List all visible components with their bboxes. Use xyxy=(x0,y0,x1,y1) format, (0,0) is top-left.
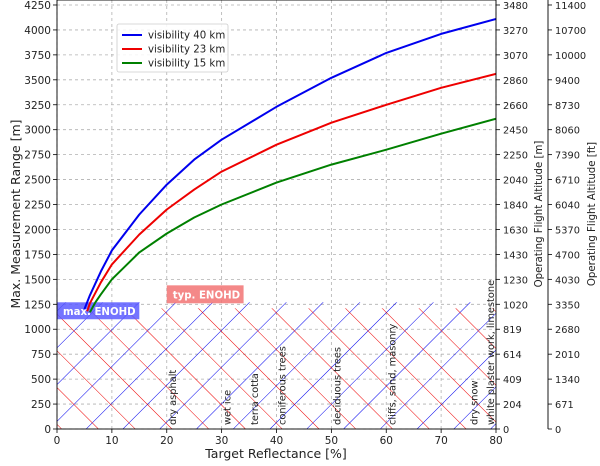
right-axis-2-tick-label: 2680 xyxy=(555,325,580,336)
region-label: deciduous trees xyxy=(332,347,343,425)
right-axis-2-tick-label: 2010 xyxy=(555,350,580,361)
region-label: coniferous trees xyxy=(278,346,289,425)
right-axis-2-tick-label: 6040 xyxy=(555,201,580,212)
red-hatch-area xyxy=(57,308,496,429)
x-tick-label: 0 xyxy=(54,435,61,447)
y-axis-title: Max. Measurement Range [m] xyxy=(8,119,23,308)
x-axis-title: Target Reflectance [%] xyxy=(204,446,347,461)
y-tick-label: 3750 xyxy=(24,50,51,62)
right-axis-1-tick-label: 409 xyxy=(503,375,522,386)
right-axis-2-tick-label: 8730 xyxy=(555,101,580,112)
right-axis-2-tick-label: 8060 xyxy=(555,126,580,137)
right-axis-1-tick-label: 3070 xyxy=(503,51,528,62)
right-axis-1-tick-label: 1020 xyxy=(503,300,528,311)
right-axis-1-tick-label: 2040 xyxy=(503,176,528,187)
x-tick-label: 50 xyxy=(325,435,338,447)
right-axis-2-tick-label: 11400 xyxy=(555,1,586,12)
y-tick-label: 750 xyxy=(31,349,51,361)
right-axis-1-tick-label: 1630 xyxy=(503,225,528,236)
y-tick-label: 250 xyxy=(31,399,51,411)
right-axis-1-tick-label: 3480 xyxy=(503,1,528,12)
legend-label: visibility 40 km xyxy=(148,31,225,42)
y-tick-label: 3500 xyxy=(24,75,51,87)
y-tick-label: 0 xyxy=(44,424,51,436)
x-tick-label: 60 xyxy=(380,435,393,447)
region-label: wet ice xyxy=(223,390,234,425)
right-axis-1-tick-label: 1840 xyxy=(503,201,528,212)
right-axis-1-tick-label: 2250 xyxy=(503,151,528,162)
x-tick-label: 40 xyxy=(270,435,283,447)
legend-box xyxy=(116,23,229,73)
y-tick-label: 1000 xyxy=(24,324,51,336)
right-axis-2-title: Operating Flight Altitude [ft] xyxy=(587,142,598,286)
x-tick-label: 70 xyxy=(434,435,447,447)
x-tick-label: 80 xyxy=(489,435,502,447)
right-axis-1-tick-label: 204 xyxy=(503,400,522,411)
legend-label: visibility 23 km xyxy=(148,45,225,56)
y-tick-label: 3000 xyxy=(24,125,51,137)
series-line xyxy=(89,117,496,313)
y-tick-label: 2500 xyxy=(24,175,51,187)
y-tick-label: 4250 xyxy=(24,0,51,12)
y-tick-label: 2750 xyxy=(24,150,51,162)
right-axis-1-tick-label: 3270 xyxy=(503,26,528,37)
y-tick-label: 500 xyxy=(31,374,51,386)
band-label: max. ENOHD xyxy=(63,307,136,318)
region-label: dry asphalt xyxy=(168,370,179,425)
x-tick-label: 10 xyxy=(105,435,118,447)
right-axis-2-tick-label: 4030 xyxy=(555,275,580,286)
region-label: cliffs, sand, masonry xyxy=(387,323,398,425)
right-axis-2-tick-label: 10000 xyxy=(555,51,586,62)
y-tick-label: 2000 xyxy=(24,224,51,236)
right-axis-1-tick-label: 0 xyxy=(503,425,509,436)
series-line xyxy=(83,18,496,310)
region-label: terra cotta xyxy=(250,373,261,425)
band-1 xyxy=(166,285,244,304)
right-axis-2-tick-label: 6710 xyxy=(555,176,580,187)
x-tick-label: 30 xyxy=(215,435,228,447)
legend-label: visibility 15 km xyxy=(148,59,225,70)
band-0 xyxy=(57,302,140,320)
right-axis-1-tick-label: 1230 xyxy=(503,275,528,286)
right-axis-2-tick-label: 4700 xyxy=(555,250,580,261)
right-axis-1-tick-label: 2660 xyxy=(503,101,528,112)
right-axis-1-title: Operating Flight Altitude [m] xyxy=(534,141,545,288)
right-axis-1-tick-label: 1430 xyxy=(503,250,528,261)
right-axis-1-tick-label: 819 xyxy=(503,325,522,336)
right-axis-2-tick-label: 9400 xyxy=(555,76,580,87)
y-tick-label: 1250 xyxy=(24,299,51,311)
region-label: dry snow xyxy=(470,381,481,425)
right-axis-2-tick-label: 1340 xyxy=(555,375,580,386)
right-axis-2-tick-label: 671 xyxy=(555,400,574,411)
series-line xyxy=(86,72,496,312)
right-axis-1-tick-label: 2450 xyxy=(503,126,528,137)
x-tick-label: 20 xyxy=(160,435,173,447)
right-axis-1-tick-label: 614 xyxy=(503,350,522,361)
y-tick-label: 1500 xyxy=(24,274,51,286)
y-tick-label: 2250 xyxy=(24,200,51,212)
right-axis-2-tick-label: 5370 xyxy=(555,225,580,236)
y-tick-label: 4000 xyxy=(24,25,51,37)
region-label: white plaster work, limestone xyxy=(486,280,497,425)
right-axis-1-tick-label: 2860 xyxy=(503,76,528,87)
band-label: typ. ENOHD xyxy=(173,290,240,301)
right-axis-2-tick-label: 3350 xyxy=(555,300,580,311)
right-axis-2-tick-label: 10700 xyxy=(555,26,586,37)
right-axis-2-tick-label: 7390 xyxy=(555,151,580,162)
right-axis-2-tick-label: 0 xyxy=(555,425,561,436)
y-tick-label: 1750 xyxy=(24,249,51,261)
legend: visibility 40 km visibility 23 km visibili… xyxy=(116,23,229,73)
y-tick-label: 3250 xyxy=(24,100,51,112)
